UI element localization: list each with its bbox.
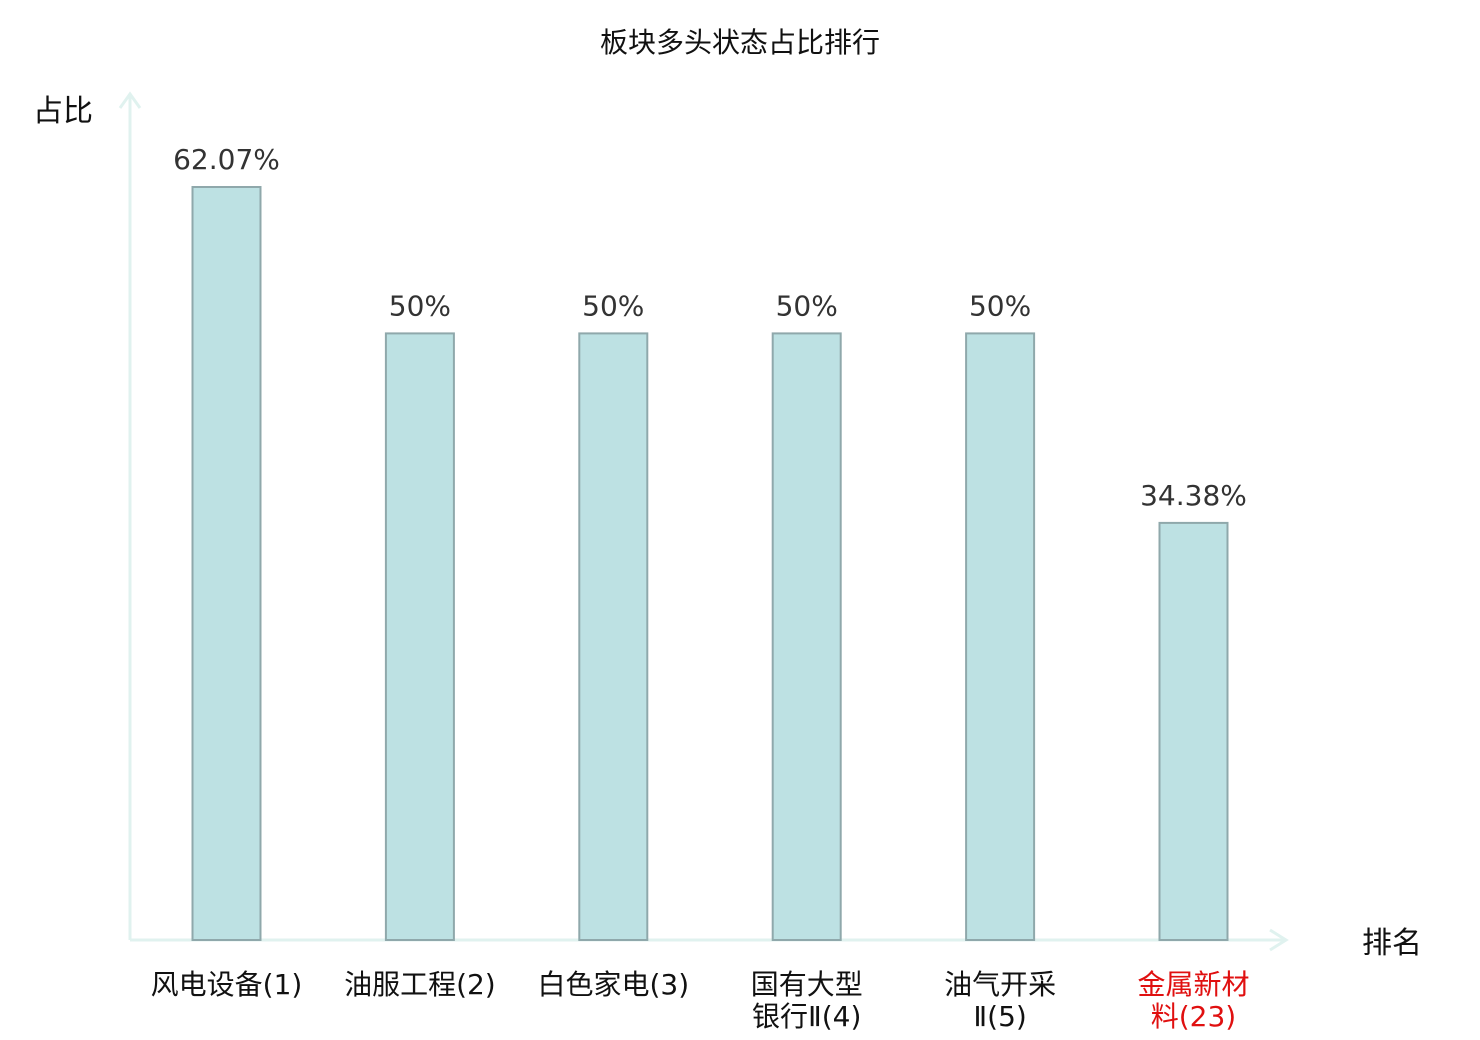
y-axis-label: 占比 (33, 94, 93, 129)
bar-5 (965, 332, 1036, 941)
category-label-2-line-1: 油服工程(2) (344, 968, 496, 1001)
x-axis-label: 排名 (1362, 926, 1422, 961)
value-label-4: 50% (776, 289, 838, 322)
category-label-6-line-2: 料(23) (1151, 1000, 1236, 1033)
bars-group (191, 186, 1229, 942)
value-label-1: 62.07% (173, 143, 280, 176)
bar-3 (578, 332, 649, 941)
value-label-3: 50% (582, 289, 644, 322)
value-labels-group: 62.07% 50% 50% 50% 50% 34.38% (173, 143, 1247, 512)
category-label-3-line-1: 白色家电(3) (537, 968, 689, 1001)
chart-title: 板块多头状态占比排行 (600, 26, 880, 59)
y-axis-arrow (118, 91, 142, 109)
value-label-6: 34.38% (1140, 479, 1247, 512)
value-label-2: 50% (389, 289, 451, 322)
y-axis (118, 91, 142, 940)
category-label-4-line-1: 国有大型 (751, 968, 863, 1001)
bar-2 (384, 332, 455, 941)
category-label-5-line-2: Ⅱ(5) (973, 1000, 1026, 1033)
x-axis (130, 928, 1289, 952)
value-label-5: 50% (969, 289, 1031, 322)
category-label-1-line-1: 风电设备(1) (151, 968, 303, 1001)
category-label-5-line-1: 油气开采 (944, 968, 1056, 1001)
bar-1 (191, 186, 262, 941)
category-label-6-line-1: 金属新材 (1137, 968, 1249, 1001)
bar-4 (771, 332, 842, 941)
category-label-4-line-2: 银行Ⅱ(4) (752, 1000, 861, 1033)
x-axis-arrow (1269, 928, 1289, 952)
bar-6 (1158, 521, 1229, 942)
